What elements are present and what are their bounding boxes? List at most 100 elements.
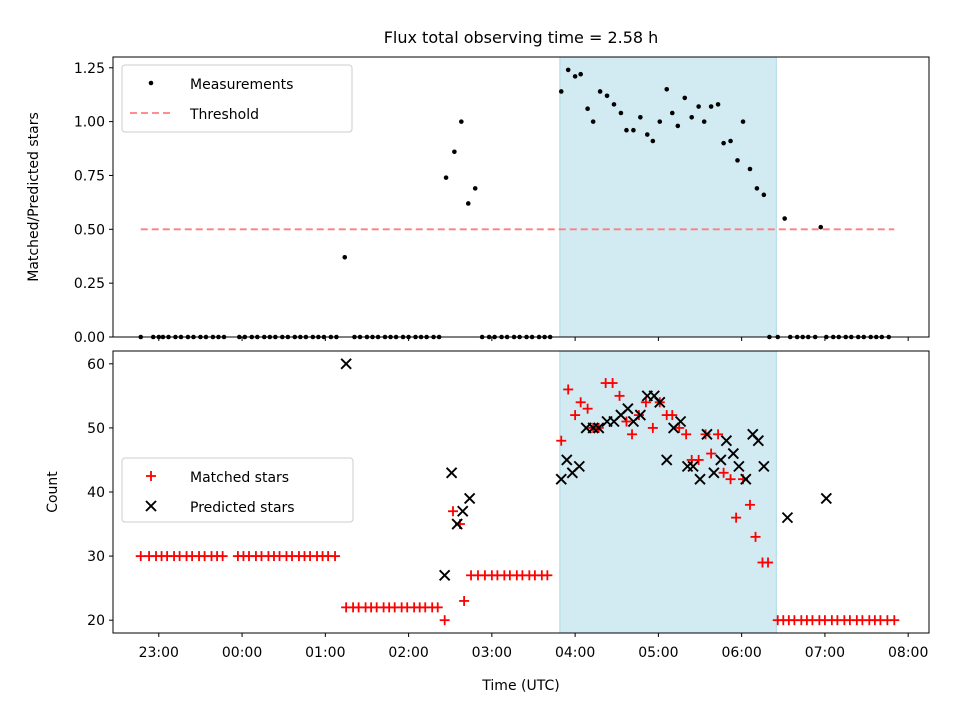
matched-star-point xyxy=(674,422,685,433)
bottom-y-tick-label: 40 xyxy=(87,485,105,501)
predicted-star-point xyxy=(820,492,832,505)
matched-star-point xyxy=(563,384,574,395)
legend-label-predicted: Predicted stars xyxy=(190,500,295,516)
matched-star-point xyxy=(693,454,704,465)
measurement-point xyxy=(761,192,767,198)
matched-star-point xyxy=(750,531,761,542)
bottom-y-axis-label: Count xyxy=(45,471,61,513)
measurement-point xyxy=(728,138,733,144)
matched-star-point xyxy=(439,615,450,626)
matched-star-point xyxy=(718,467,729,478)
legend-marker-measurements xyxy=(148,80,154,86)
measurement-point xyxy=(638,115,643,120)
predicted-star-point xyxy=(340,358,352,370)
predicted-star-point xyxy=(463,492,476,505)
measurement-point xyxy=(443,175,449,180)
measurement-point xyxy=(740,119,746,124)
measurement-point xyxy=(585,106,590,111)
matched-star-point xyxy=(647,422,658,433)
matched-star-point xyxy=(681,429,692,440)
predicted-star-point xyxy=(573,460,585,473)
measurement-point xyxy=(747,166,753,172)
chart-title: Flux total observing time = 2.58 h xyxy=(384,28,659,47)
measurement-point xyxy=(675,123,681,129)
predicted-star-point xyxy=(661,454,673,466)
matched-star-point xyxy=(570,410,581,421)
top-legend: Measurements Threshold xyxy=(121,64,353,133)
measurement-point xyxy=(689,115,694,120)
measurement-point xyxy=(650,138,656,144)
x-tick-label: 01:00 xyxy=(305,645,345,661)
measurement-point xyxy=(472,186,478,191)
predicted-star-point xyxy=(727,447,739,460)
top-axes-frame xyxy=(112,56,930,338)
top-y-axis: 0.00 0.25 0.50 0.75 1.00 1.25 xyxy=(74,61,113,346)
matched-star-point xyxy=(744,499,755,510)
bottom-y-tick-label: 60 xyxy=(87,357,105,373)
measurement-point xyxy=(611,102,617,107)
matched-star-point xyxy=(763,557,774,568)
predicted-star-point xyxy=(687,460,699,473)
measurement-point xyxy=(624,127,629,133)
measurement-point xyxy=(459,119,464,124)
measurement-point xyxy=(701,119,707,124)
measurement-point xyxy=(452,149,457,155)
measurement-point xyxy=(669,110,675,116)
predicted-star-point xyxy=(694,473,706,485)
matched-star-point xyxy=(621,416,632,427)
legend-marker-matched xyxy=(146,471,156,481)
matched-star-point xyxy=(731,512,742,523)
measurement-point xyxy=(657,119,663,124)
legend-box xyxy=(121,457,354,523)
measurement-point xyxy=(682,95,688,101)
matched-star-point xyxy=(633,410,644,421)
predicted-star-point xyxy=(708,467,720,479)
top-y-tick-label: 0.75 xyxy=(74,168,105,184)
matched-star-point xyxy=(713,429,724,440)
predicted-star-point xyxy=(555,473,567,485)
measurement-point xyxy=(735,158,740,163)
predicted-star-point xyxy=(740,473,752,485)
measurement-point xyxy=(465,201,471,206)
predicted-star-point xyxy=(622,403,634,415)
matched-star-point xyxy=(614,390,625,401)
predicted-star-point xyxy=(715,454,727,466)
predicted-star-point xyxy=(701,428,713,440)
predicted-star-point xyxy=(720,435,733,447)
matched-star-point xyxy=(459,595,470,606)
predicted-stars-points xyxy=(340,358,832,581)
matched-star-point xyxy=(448,506,458,517)
matched-star-point xyxy=(432,602,443,613)
matched-star-point xyxy=(217,551,228,562)
measurement-point xyxy=(604,93,610,99)
predicted-star-point xyxy=(457,505,469,517)
measurement-point xyxy=(597,89,603,94)
predicted-star-point xyxy=(561,454,573,466)
measurement-point xyxy=(342,255,348,260)
x-tick-label: 06:00 xyxy=(721,645,761,661)
top-y-axis-label: Matched/Predicted stars xyxy=(26,112,42,282)
panel-count: 20 30 40 50 60 23:00 00:00 01:00 02:00 03:00 04:0… xyxy=(45,350,930,694)
bottom-legend: Matched stars Predicted stars xyxy=(121,457,354,523)
matched-star-point xyxy=(627,429,638,440)
legend-label-measurements: Measurements xyxy=(190,77,293,93)
x-tick-label: 23:00 xyxy=(139,645,179,661)
matched-star-point xyxy=(556,435,567,446)
bottom-y-tick-label: 50 xyxy=(87,421,105,437)
top-y-tick-label: 0.00 xyxy=(74,330,105,346)
measurement-point xyxy=(664,87,670,92)
measurement-point xyxy=(565,67,571,73)
predicted-star-point xyxy=(758,460,770,473)
top-y-tick-label: 1.25 xyxy=(74,61,105,77)
x-tick-label: 08:00 xyxy=(888,645,928,661)
x-tick-label: 02:00 xyxy=(388,645,428,661)
panel-ratio: 0.00 0.25 0.50 0.75 1.00 1.25 Matched/Predict… xyxy=(26,56,930,346)
matched-star-point xyxy=(700,429,711,440)
measurement-point xyxy=(715,102,721,107)
matched-star-point xyxy=(667,410,678,421)
x-tick-label: 07:00 xyxy=(805,645,845,661)
matched-stars-points xyxy=(135,378,900,626)
measurement-point xyxy=(644,132,650,137)
x-tick-label: 03:00 xyxy=(472,645,512,661)
